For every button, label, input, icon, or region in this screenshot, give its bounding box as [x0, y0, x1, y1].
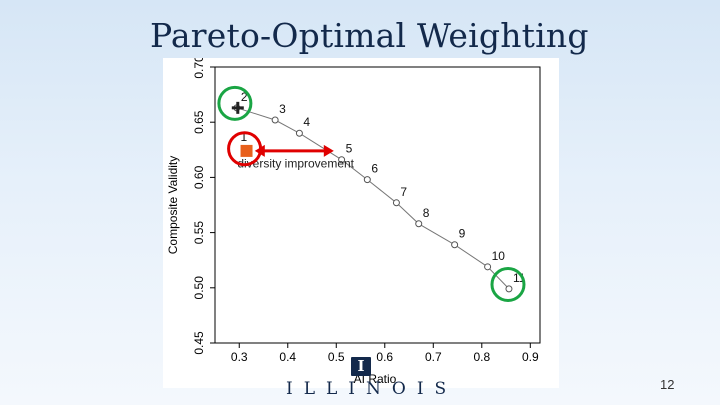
data-point-label: 5 — [346, 142, 353, 156]
x-tick-label: 0.7 — [425, 350, 442, 364]
x-tick-label: 0.3 — [231, 350, 248, 364]
x-tick-label: 0.4 — [279, 350, 296, 364]
data-point — [271, 116, 279, 124]
data-point-label: 4 — [303, 115, 310, 129]
axis-ticks: 0.3 0.4 0.5 0.6 0.7 0.8 0.9 0.45 0.50 0.55 0.60 0.6… — [192, 58, 539, 364]
green-highlight-circle — [217, 85, 253, 121]
illinois-block-i-icon: I — [351, 357, 371, 376]
orange-square-marker — [240, 144, 253, 157]
data-point — [363, 176, 371, 184]
x-tick-label: 0.6 — [376, 350, 393, 364]
red-highlight-circle — [227, 131, 263, 167]
y-tick-label: 0.60 — [192, 165, 206, 189]
illinois-logo: I ILLINOIS — [286, 357, 458, 405]
annotations: diversity improvement — [217, 85, 526, 302]
data-point-label: 6 — [371, 162, 378, 176]
data-point-label: 3 — [279, 102, 286, 116]
data-point — [392, 199, 400, 207]
data-point — [451, 241, 459, 249]
data-point-label: 10 — [492, 249, 506, 263]
y-axis-label: Composite Validity — [166, 156, 180, 254]
y-tick-label: 0.70 — [192, 58, 206, 79]
x-tick-label: 0.8 — [473, 350, 490, 364]
y-tick-label: 0.55 — [192, 221, 206, 245]
slide-title: Pareto-Optimal Weighting — [150, 16, 589, 55]
data-point — [338, 156, 346, 164]
y-tick-label: 0.65 — [192, 110, 206, 134]
annotation-label: diversity improvement — [237, 156, 354, 170]
y-tick-label: 0.50 — [192, 276, 206, 300]
data-point-label: 7 — [400, 185, 407, 199]
data-point-label: 1 — [241, 130, 248, 144]
y-tick-label: 0.45 — [192, 331, 206, 355]
x-tick-label: 0.9 — [522, 350, 539, 364]
data-point — [415, 220, 423, 228]
data-point — [295, 129, 303, 137]
data-point-label: 2 — [241, 90, 248, 104]
pareto-chart: 0.3 0.4 0.5 0.6 0.7 0.8 0.9 0.45 0.50 0.55 0.60 0.6… — [166, 58, 541, 386]
x-tick-label: 0.5 — [328, 350, 345, 364]
illinois-wordmark: ILLINOIS — [286, 379, 458, 399]
data-point-label: 9 — [459, 227, 466, 241]
green-highlight-circle — [490, 266, 526, 302]
data-point-label: 8 — [423, 206, 430, 220]
page-number: 12 — [660, 377, 675, 392]
data-point — [505, 285, 513, 293]
series-line — [236, 107, 510, 290]
data-point — [484, 263, 492, 271]
plot-frame — [214, 66, 541, 344]
diversity-arrow-right-head — [323, 144, 334, 157]
chart-panel: 0.3 0.4 0.5 0.6 0.7 0.8 0.9 0.45 0.50 0.55 0.60 0.6… — [163, 58, 559, 388]
